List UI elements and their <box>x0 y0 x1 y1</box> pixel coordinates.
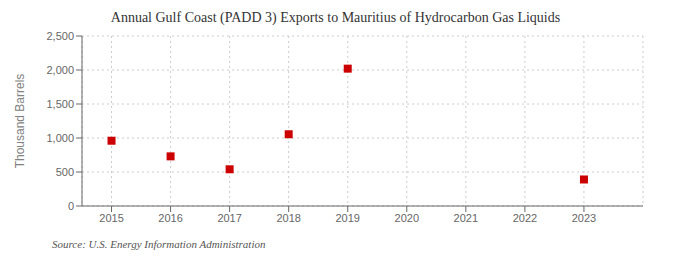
svg-text:2019: 2019 <box>335 212 359 224</box>
svg-text:2,000: 2,000 <box>46 64 74 76</box>
svg-text:2,500: 2,500 <box>46 30 74 42</box>
svg-text:2022: 2022 <box>513 212 537 224</box>
svg-text:0: 0 <box>68 200 74 212</box>
svg-text:500: 500 <box>56 166 74 178</box>
svg-text:2021: 2021 <box>454 212 478 224</box>
html-text:Annual Gulf Coast (PADD 3) Exp: Annual Gulf Coast (PADD 3) Exports to Ma… <box>110 10 561 25</box>
svg-text:2017: 2017 <box>217 212 241 224</box>
html-text:Source: U.S. Energy Informatio: Source: U.S. Energy Information Administ… <box>52 238 266 250</box>
svg-text:1,500: 1,500 <box>46 98 74 110</box>
svg-text:2018: 2018 <box>276 212 300 224</box>
svg-text:2016: 2016 <box>158 212 182 224</box>
svg-text:2015: 2015 <box>99 212 123 224</box>
svg-text:Thousand Barrels: Thousand Barrels <box>13 74 27 169</box>
svg-text:1,000: 1,000 <box>46 132 74 144</box>
svg-text:2020: 2020 <box>395 212 419 224</box>
svg-text:2023: 2023 <box>572 212 596 224</box>
